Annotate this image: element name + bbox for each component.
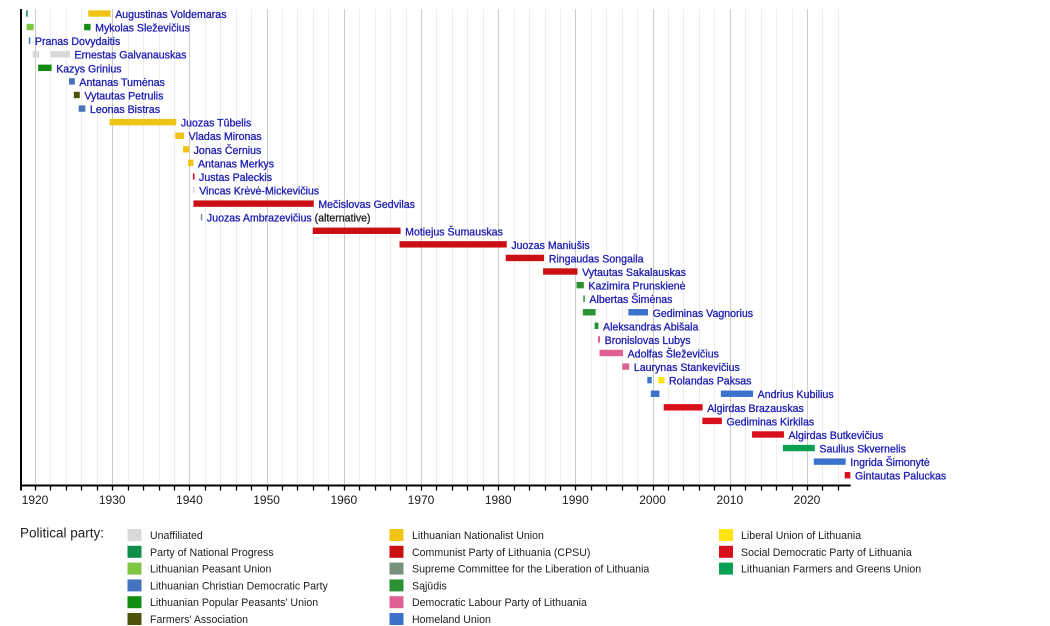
svg-text:Gediminas Kirkilas: Gediminas Kirkilas: [726, 416, 814, 428]
svg-text:1990: 1990: [562, 493, 589, 507]
svg-text:Vytautas Petrulis: Vytautas Petrulis: [84, 90, 163, 102]
svg-text:Laurynas Stankevičius: Laurynas Stankevičius: [634, 362, 740, 374]
svg-text:Democratic Labour Party of Lit: Democratic Labour Party of Lithuania: [412, 597, 587, 609]
svg-text:Aleksandras Abišala: Aleksandras Abišala: [603, 321, 699, 333]
svg-text:Homeland Union: Homeland Union: [412, 614, 491, 626]
svg-text:Justas Paleckis: Justas Paleckis: [199, 172, 272, 184]
svg-text:Motiejus Šumauskas: Motiejus Šumauskas: [405, 225, 503, 238]
svg-text:Gintautas Paluckas: Gintautas Paluckas: [855, 471, 946, 483]
svg-text:Kazys Grinius: Kazys Grinius: [56, 63, 121, 75]
svg-text:1970: 1970: [408, 493, 435, 507]
svg-text:1950: 1950: [253, 493, 280, 507]
svg-text:Communist Party of Lithuania (: Communist Party of Lithuania (CPSU): [412, 547, 590, 559]
svg-text:2020: 2020: [794, 493, 821, 507]
svg-text:Lithuanian Christian Democrati: Lithuanian Christian Democratic Party: [150, 580, 329, 592]
svg-text:Adolfas Šleževičius: Adolfas Šleževičius: [628, 348, 719, 361]
svg-text:1920: 1920: [22, 493, 49, 507]
svg-text:Unaffiliated: Unaffiliated: [150, 530, 203, 542]
svg-text:1960: 1960: [330, 493, 357, 507]
svg-text:Farmers' Association: Farmers' Association: [150, 614, 248, 626]
svg-text:Vincas Krėvė-Mickevičius: Vincas Krėvė-Mickevičius: [199, 186, 319, 198]
svg-text:1930: 1930: [99, 493, 126, 507]
svg-text:Kazimira Prunskienė: Kazimira Prunskienė: [588, 281, 685, 293]
svg-text:Algirdas Butkevičius: Algirdas Butkevičius: [789, 430, 884, 442]
svg-text:2000: 2000: [639, 493, 666, 507]
svg-text:Ernestas Galvanauskas: Ernestas Galvanauskas: [75, 50, 187, 62]
svg-text:Liberal Union of Lithuania: Liberal Union of Lithuania: [741, 530, 861, 542]
svg-text:Antanas Tumėnas: Antanas Tumėnas: [79, 77, 164, 89]
svg-text:Ingrida Šimonytė: Ingrida Šimonytė: [850, 456, 930, 469]
svg-text:Vytautas Sakalauskas: Vytautas Sakalauskas: [582, 267, 686, 279]
svg-text:Rolandas Paksas: Rolandas Paksas: [669, 376, 751, 388]
svg-text:Lithuanian Nationalist Union: Lithuanian Nationalist Union: [412, 530, 544, 542]
svg-text:Lithuanian Peasant Union: Lithuanian Peasant Union: [150, 564, 271, 576]
svg-text:Pranas Dovydaitis: Pranas Dovydaitis: [35, 36, 120, 48]
svg-text:Andrius Kubilius: Andrius Kubilius: [758, 389, 834, 401]
svg-text:Juozas Maniušis: Juozas Maniušis: [511, 240, 589, 252]
svg-text:Augustinas Voldemaras: Augustinas Voldemaras: [115, 9, 226, 21]
svg-text:Supreme Committee for the Libe: Supreme Committee for the Liberation of …: [412, 564, 649, 576]
svg-text:1940: 1940: [176, 493, 203, 507]
svg-text:Lithuanian Popular Peasants' U: Lithuanian Popular Peasants' Union: [150, 597, 318, 609]
svg-text:Algirdas Brazauskas: Algirdas Brazauskas: [707, 403, 804, 415]
svg-text:Vladas Mironas: Vladas Mironas: [189, 131, 262, 143]
svg-text:Sąjūdis: Sąjūdis: [412, 580, 447, 592]
svg-text:Juozas Tūbelis: Juozas Tūbelis: [181, 118, 251, 130]
svg-text:Ringaudas Songaila: Ringaudas Songaila: [549, 253, 644, 265]
svg-text:Juozas Ambrazevičius (alternat: Juozas Ambrazevičius (alternative): [207, 213, 371, 225]
svg-text:1980: 1980: [485, 493, 512, 507]
svg-text:Mečislovas Gedvilas: Mečislovas Gedvilas: [318, 199, 415, 211]
svg-text:Mykolas Sleževičius: Mykolas Sleževičius: [95, 23, 190, 35]
svg-text:Lithuanian Farmers and Greens: Lithuanian Farmers and Greens Union: [741, 564, 921, 576]
svg-text:Jonas Černius: Jonas Černius: [194, 144, 262, 157]
svg-text:Party of National Progress: Party of National Progress: [150, 547, 274, 559]
svg-text:Antanas Merkys: Antanas Merkys: [198, 158, 274, 170]
svg-text:2010: 2010: [716, 493, 743, 507]
svg-text:Bronislovas Lubys: Bronislovas Lubys: [605, 335, 691, 347]
svg-text:Social Democratic Party of Lit: Social Democratic Party of Lithuania: [741, 547, 912, 559]
svg-text:Gediminas Vagnorius: Gediminas Vagnorius: [653, 308, 754, 320]
svg-text:Saulius Skvernelis: Saulius Skvernelis: [819, 444, 906, 456]
svg-text:Political party:: Political party:: [20, 526, 104, 541]
svg-text:Leonas Bistras: Leonas Bistras: [90, 104, 160, 116]
svg-text:Albertas Šimėnas: Albertas Šimėnas: [589, 293, 672, 306]
